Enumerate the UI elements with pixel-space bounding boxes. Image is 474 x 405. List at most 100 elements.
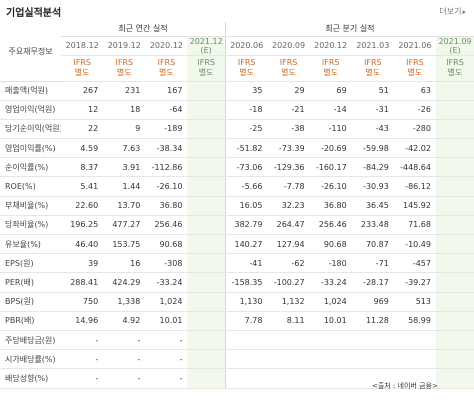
ifrs-type: 별도 bbox=[447, 68, 463, 77]
table-cell: -42.02 bbox=[393, 138, 436, 159]
table-cell: 127.94 bbox=[267, 234, 310, 255]
table-cell: 140.27 bbox=[224, 234, 268, 255]
table-cell: 36.45 bbox=[351, 195, 394, 216]
ifrs-type: 별도 bbox=[159, 68, 174, 77]
table-cell: 153.75 bbox=[103, 234, 146, 255]
table-cell: 1,024 bbox=[145, 292, 188, 312]
ifrs-label: IFRS bbox=[363, 58, 382, 67]
table-cell: 4.92 bbox=[103, 311, 146, 331]
table-cell: -39.27 bbox=[393, 272, 436, 293]
row-label: PER(배) bbox=[0, 272, 62, 293]
table-cell: 233.48 bbox=[351, 215, 394, 236]
ifrs-label: IFRS bbox=[406, 58, 424, 67]
period-header: 2020.09 bbox=[267, 36, 310, 56]
table-row: 영업이익률(%) 4.59 7.63 -38.34 -51.82 -73.39 -20.69… bbox=[0, 138, 474, 159]
table-cell bbox=[267, 349, 310, 370]
table-cell bbox=[187, 253, 226, 274]
table-cell: -160.17 bbox=[309, 157, 352, 178]
table-cell bbox=[187, 81, 226, 101]
ifrs-header: IFRS 별도 bbox=[435, 55, 474, 82]
row-label: 유보율(%) bbox=[0, 234, 62, 255]
table-cell bbox=[309, 329, 352, 351]
table-cell bbox=[351, 329, 394, 351]
table-row: PER(배) 288.41 424.29 -33.24 -158.35 -100.27 -3… bbox=[0, 272, 474, 293]
table-cell bbox=[435, 368, 474, 389]
quarter-group-header: 최근 분기 실적 bbox=[224, 22, 474, 37]
table-cell bbox=[435, 215, 474, 236]
column-header-label: 주요재무정보 bbox=[0, 22, 62, 82]
table-cell bbox=[435, 81, 474, 101]
table-cell: -86.12 bbox=[393, 176, 436, 197]
table-cell: -43 bbox=[351, 119, 394, 140]
row-label: EPS(원) bbox=[0, 253, 62, 274]
ifrs-type: 별도 bbox=[365, 68, 381, 77]
table-cell: 264.47 bbox=[267, 215, 310, 236]
table-cell: -38.34 bbox=[145, 138, 188, 159]
table-cell: -189 bbox=[145, 119, 188, 140]
table-cell: 29 bbox=[267, 81, 310, 101]
table-cell: -10.49 bbox=[393, 234, 436, 255]
period-header: 2021.09 (E) bbox=[435, 36, 474, 56]
table-cell bbox=[393, 329, 436, 351]
table-cell: 69 bbox=[309, 81, 352, 101]
table-cell: 231 bbox=[103, 81, 146, 101]
table-cell: 969 bbox=[351, 292, 394, 312]
annual-group-header: 최근 연간 실적 bbox=[61, 22, 226, 37]
table-cell: 513 bbox=[393, 292, 436, 312]
ifrs-header: IFRS 별도 bbox=[61, 55, 104, 82]
table-cell: -308 bbox=[145, 253, 188, 274]
period-header: 2020.06 bbox=[224, 36, 268, 56]
row-label: ROE(%) bbox=[0, 176, 62, 197]
table-cell: 8.11 bbox=[267, 311, 310, 331]
table-cell bbox=[309, 368, 352, 389]
table-cell: -26.10 bbox=[145, 176, 188, 197]
table-cell bbox=[187, 272, 226, 293]
ifrs-label: IFRS bbox=[197, 58, 215, 67]
table-cell: 16.05 bbox=[224, 195, 268, 216]
table-cell bbox=[435, 329, 474, 351]
table-row: 영업이익(억원) 12 18 -64 -18 -21 -14 -31 -26 bbox=[0, 100, 474, 120]
table-cell: -448.64 bbox=[393, 157, 436, 178]
table-cell: -18 bbox=[224, 100, 268, 120]
period-header: 2021.12 (E) bbox=[187, 36, 226, 56]
row-label: 영업이익(억원) bbox=[0, 100, 62, 120]
table-cell bbox=[187, 100, 226, 120]
table-cell: 382.79 bbox=[224, 215, 268, 236]
table-cell: 145.92 bbox=[393, 195, 436, 216]
table-cell: 3.91 bbox=[103, 157, 146, 178]
row-label: PBR(배) bbox=[0, 311, 62, 331]
table-row: BPS(원) 750 1,338 1,024 1,130 1,132 1,024 969 513 bbox=[0, 292, 474, 312]
table-cell: -73.06 bbox=[224, 157, 268, 178]
table-cell: 11.28 bbox=[351, 311, 394, 331]
table-row: 유보율(%) 46.40 153.75 90.68 140.27 127.94 90.68 7… bbox=[0, 234, 474, 255]
ifrs-type: 별도 bbox=[116, 68, 132, 77]
table-cell: -59.98 bbox=[351, 138, 394, 159]
table-cell: 39 bbox=[61, 253, 104, 274]
estimate-mark: (E) bbox=[200, 45, 212, 55]
table-cell: 14.96 bbox=[61, 311, 104, 331]
table-cell: -71 bbox=[351, 253, 394, 274]
table-row: 당좌비율(%) 196.25 477.27 256.46 382.79 264.47 256… bbox=[0, 215, 474, 236]
ifrs-header: IFRS 별도 bbox=[224, 55, 268, 82]
table-cell bbox=[393, 368, 436, 389]
ifrs-header: IFRS 별도 bbox=[267, 55, 310, 82]
table-cell bbox=[435, 157, 474, 178]
section-header: 기업실적분석 더보기▸ bbox=[0, 0, 474, 22]
period-header: 2020.12 bbox=[145, 36, 188, 56]
more-link[interactable]: 더보기▸ bbox=[439, 6, 466, 17]
ifrs-type: 별도 bbox=[323, 68, 339, 77]
table-cell bbox=[187, 349, 226, 370]
table-cell: 35 bbox=[224, 81, 268, 101]
ifrs-label: IFRS bbox=[279, 58, 298, 67]
table-cell: 90.68 bbox=[145, 234, 188, 255]
table-cell: 13.70 bbox=[103, 195, 146, 216]
table-cell bbox=[435, 292, 474, 312]
table-row: EPS(원) 39 16 -308 -41 -62 -180 -71 -457 bbox=[0, 253, 474, 274]
table-cell: 750 bbox=[61, 292, 104, 312]
table-cell bbox=[187, 292, 226, 312]
table-cell bbox=[187, 138, 226, 159]
table-cell: 424.29 bbox=[103, 272, 146, 293]
table-cell: 16 bbox=[103, 253, 146, 274]
table-cell bbox=[351, 368, 394, 389]
table-cell bbox=[435, 100, 474, 120]
